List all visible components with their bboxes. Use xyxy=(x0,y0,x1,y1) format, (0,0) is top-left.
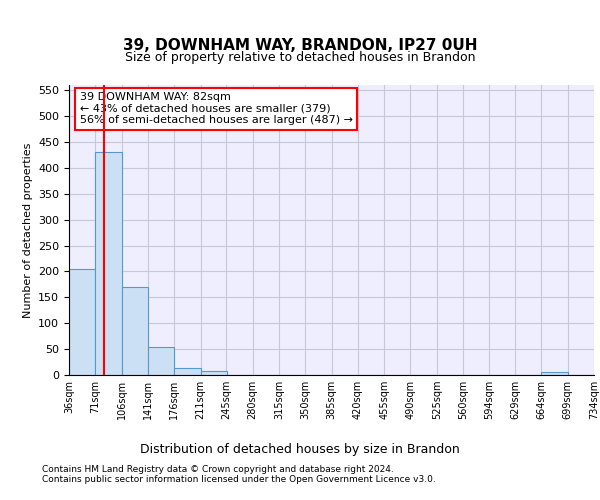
Bar xyxy=(69,269,95,375)
Y-axis label: Number of detached properties: Number of detached properties xyxy=(23,142,32,318)
Bar xyxy=(148,346,175,375)
Bar xyxy=(200,371,227,375)
Text: Contains public sector information licensed under the Open Government Licence v3: Contains public sector information licen… xyxy=(42,476,436,484)
Bar xyxy=(175,368,200,375)
Text: Distribution of detached houses by size in Brandon: Distribution of detached houses by size … xyxy=(140,442,460,456)
Text: Contains HM Land Registry data © Crown copyright and database right 2024.: Contains HM Land Registry data © Crown c… xyxy=(42,466,394,474)
Text: Size of property relative to detached houses in Brandon: Size of property relative to detached ho… xyxy=(125,51,475,64)
Bar xyxy=(95,152,122,375)
Text: 39 DOWNHAM WAY: 82sqm
← 43% of detached houses are smaller (379)
56% of semi-det: 39 DOWNHAM WAY: 82sqm ← 43% of detached … xyxy=(79,92,353,126)
Text: 39, DOWNHAM WAY, BRANDON, IP27 0UH: 39, DOWNHAM WAY, BRANDON, IP27 0UH xyxy=(123,38,477,52)
Bar xyxy=(541,372,568,375)
Bar xyxy=(122,287,148,375)
